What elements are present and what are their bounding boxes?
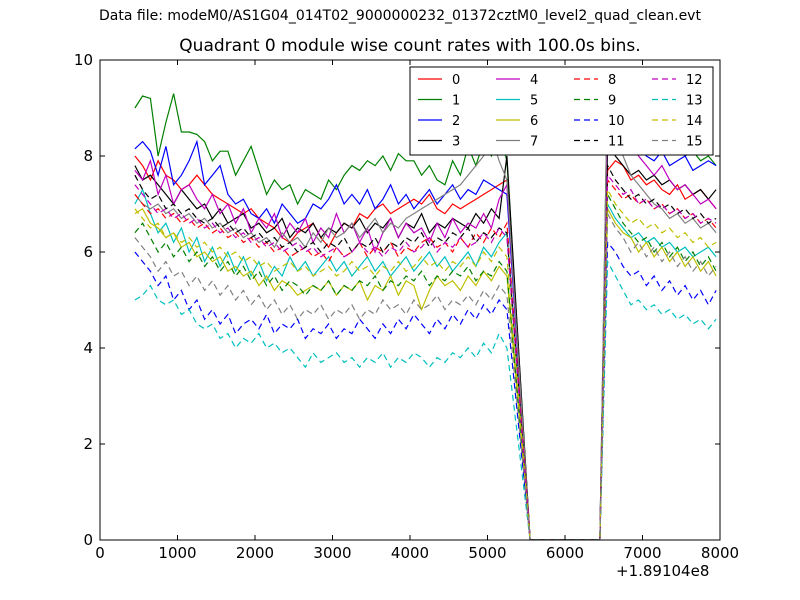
series-line-12 [134,173,717,540]
y-tick-label: 0 [83,531,93,549]
legend-label-4: 4 [530,73,538,88]
legend-label-3: 3 [452,135,460,150]
series-line-4 [134,96,717,540]
legend-label-6: 6 [530,114,538,129]
legend-label-1: 1 [452,94,460,109]
legend-label-7: 7 [530,135,538,150]
x-tick-label: 8000 [701,544,739,562]
x-offset-label: +1.89104e8 [616,562,710,580]
y-tick-label: 10 [74,51,93,69]
x-tick-label: 1000 [158,544,196,562]
series-line-9 [134,192,717,540]
series-line-6 [134,206,717,540]
x-tick-label: 7000 [623,544,661,562]
x-tick-label: 4000 [391,544,429,562]
x-tick-label: 6000 [546,544,584,562]
figure-suptitle: Data file: modeM0/AS1G04_014T02_90000002… [99,8,701,24]
series-line-3 [134,139,717,540]
series-line-8 [134,178,717,540]
y-tick-label: 8 [83,147,93,165]
series-line-2 [134,96,717,540]
y-tick-label: 2 [83,435,93,453]
x-tick-label: 3000 [313,544,351,562]
legend-label-15: 15 [686,135,703,150]
legend-label-14: 14 [686,114,703,129]
series-line-15 [134,211,717,540]
legend-label-10: 10 [608,114,625,129]
y-tick-label: 4 [83,339,93,357]
legend-label-12: 12 [686,73,703,88]
x-tick-label: 0 [95,544,105,562]
legend-label-8: 8 [608,73,616,88]
series-line-14 [134,187,717,540]
legend-label-11: 11 [608,135,625,150]
legend-label-5: 5 [530,94,538,109]
series-line-10 [134,240,717,540]
series-line-11 [134,163,717,540]
legend-label-2: 2 [452,114,460,129]
series-line-5 [134,188,717,540]
legend-label-9: 9 [608,94,616,109]
legend-label-13: 13 [686,94,703,109]
series-line-13 [134,259,717,540]
y-tick-label: 6 [83,243,93,261]
legend-label-0: 0 [452,73,460,88]
chart-title: Quadrant 0 module wise count rates with … [179,36,641,56]
x-tick-label: 5000 [468,544,506,562]
x-tick-label: 2000 [236,544,274,562]
